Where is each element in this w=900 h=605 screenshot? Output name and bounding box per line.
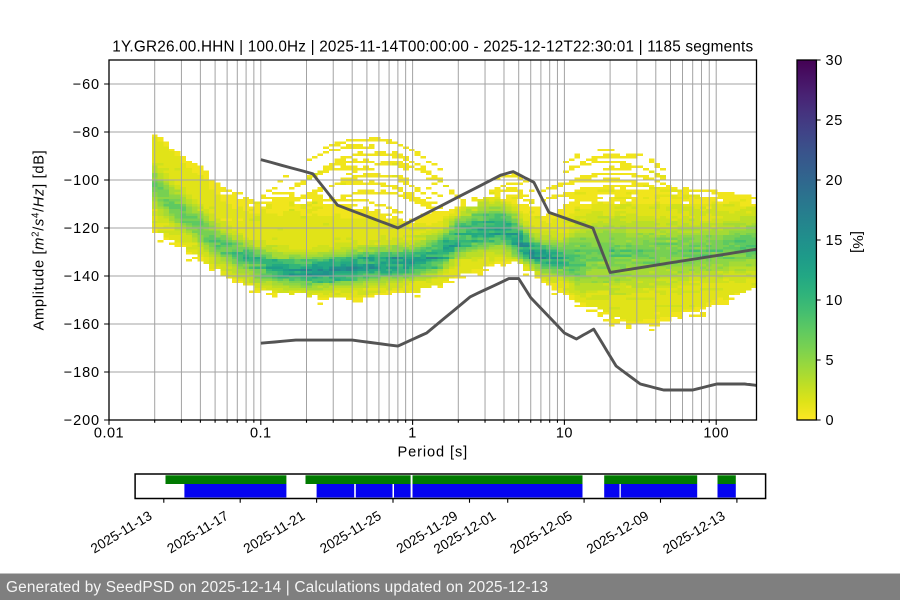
svg-text:[%]: [%] xyxy=(849,231,866,253)
svg-text:−140: −140 xyxy=(64,269,100,285)
svg-text:25: 25 xyxy=(826,113,844,129)
svg-text:−200: −200 xyxy=(64,413,100,429)
svg-text:Amplitude [m2/s4/Hz] [dB]: Amplitude [m2/s4/Hz] [dB] xyxy=(31,150,48,331)
svg-text:20: 20 xyxy=(826,173,844,189)
svg-text:30: 30 xyxy=(826,53,844,69)
svg-text:0.01: 0.01 xyxy=(94,426,124,442)
svg-text:1: 1 xyxy=(408,426,417,442)
svg-text:−160: −160 xyxy=(64,317,100,333)
svg-text:100: 100 xyxy=(703,426,729,442)
svg-text:Period [s]: Period [s] xyxy=(397,444,468,460)
svg-text:0.1: 0.1 xyxy=(250,426,272,442)
svg-text:−60: −60 xyxy=(73,77,100,93)
svg-text:−120: −120 xyxy=(64,221,100,237)
svg-text:Generated by SeedPSD on 2025-1: Generated by SeedPSD on 2025-12-14 | Cal… xyxy=(6,579,548,596)
svg-text:1Y.GR26.00.HHN | 100.0Hz | 202: 1Y.GR26.00.HHN | 100.0Hz | 2025-11-14T00… xyxy=(112,39,753,56)
svg-text:10: 10 xyxy=(826,293,844,309)
svg-text:0: 0 xyxy=(826,413,835,429)
svg-text:10: 10 xyxy=(556,426,573,442)
svg-text:5: 5 xyxy=(826,353,835,369)
svg-text:15: 15 xyxy=(826,233,844,249)
svg-text:−80: −80 xyxy=(73,125,100,141)
svg-text:−180: −180 xyxy=(64,365,100,381)
svg-text:−100: −100 xyxy=(64,173,100,189)
